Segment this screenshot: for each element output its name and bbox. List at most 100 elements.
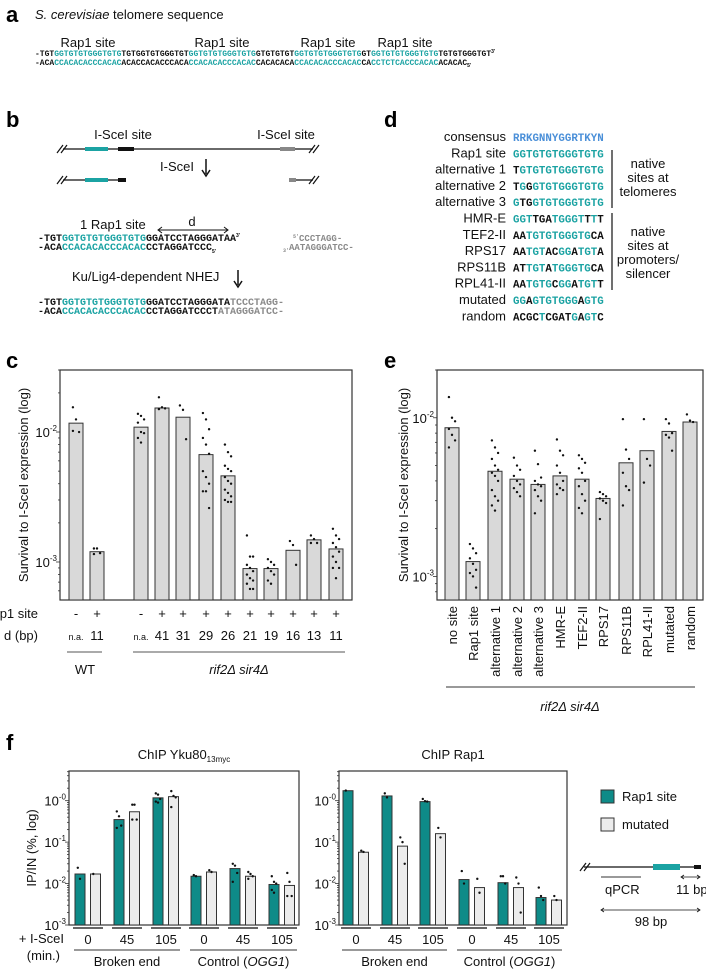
distance-98bp-label: 98 bp bbox=[635, 914, 668, 929]
distance-value: 29 bbox=[199, 628, 213, 643]
data-point bbox=[269, 582, 273, 585]
tick-exponent: -2 bbox=[427, 410, 435, 419]
sequence-segment: CACACACA bbox=[256, 59, 295, 68]
data-point bbox=[223, 498, 227, 502]
data-point bbox=[362, 850, 365, 854]
data-point bbox=[501, 875, 505, 878]
bar-mutated bbox=[513, 887, 524, 926]
tick-base: 10 bbox=[44, 877, 58, 892]
sequence-segment: CCACACACCCACAC bbox=[54, 59, 121, 68]
bar-rap1-site bbox=[190, 875, 202, 926]
data-point bbox=[331, 527, 335, 531]
data-point bbox=[360, 849, 363, 852]
data-point bbox=[471, 575, 475, 578]
data-point bbox=[580, 471, 584, 474]
bar bbox=[574, 478, 590, 601]
data-point bbox=[496, 479, 500, 483]
sequence-segment: T bbox=[539, 312, 546, 324]
data-point bbox=[133, 803, 136, 806]
sequence-segment: TCCCTAGG- bbox=[230, 298, 284, 309]
group-label-mutant: rif2Δ sir4Δ bbox=[209, 662, 269, 677]
sequence-segment: TGT bbox=[526, 247, 546, 259]
data-point bbox=[447, 427, 451, 431]
bar bbox=[328, 548, 344, 601]
data-point bbox=[512, 474, 516, 478]
site-sequence: ACGCTCGATGAGTC bbox=[513, 312, 604, 324]
bar bbox=[509, 478, 525, 601]
rap1-site-value: + bbox=[202, 606, 210, 621]
site-name: alternative 2 bbox=[435, 178, 506, 193]
data-point bbox=[312, 537, 316, 541]
bar-mutated bbox=[245, 875, 256, 926]
data-point bbox=[539, 499, 543, 502]
bar bbox=[175, 416, 191, 601]
timepoint-label: 0 bbox=[468, 932, 475, 947]
data-point bbox=[493, 446, 497, 449]
group-label-promoters: native sites at promoters/ silencer bbox=[617, 224, 680, 281]
group-label-control: Control (OGG1) bbox=[464, 954, 556, 969]
data-point bbox=[294, 563, 298, 567]
data-point bbox=[223, 464, 227, 467]
site-name: mutated bbox=[459, 292, 506, 307]
bar-mutated bbox=[397, 845, 408, 926]
panel-a-title: S. cerevisiae telomere sequence bbox=[35, 7, 224, 22]
rap1-site-value: + bbox=[224, 606, 232, 621]
sequence-segment: GT bbox=[361, 50, 371, 59]
data-point bbox=[208, 869, 211, 872]
rap1-site-value: + bbox=[267, 606, 275, 621]
data-point bbox=[604, 501, 608, 505]
y-tick-label: 10-1 bbox=[44, 834, 66, 850]
legend-swatch-mutated bbox=[600, 817, 615, 832]
row-label-d: d (bp) bbox=[4, 628, 38, 643]
bar-rap1-site bbox=[229, 868, 241, 926]
data-point bbox=[223, 443, 227, 446]
data-point bbox=[468, 542, 472, 546]
data-point bbox=[421, 797, 424, 801]
data-point bbox=[331, 566, 335, 570]
data-point bbox=[577, 454, 581, 457]
rap1-site-label: Rap1 site bbox=[301, 35, 356, 50]
data-point bbox=[642, 417, 646, 421]
timepoint-label: 105 bbox=[271, 932, 293, 947]
panel-letter-b: b bbox=[6, 107, 19, 132]
site-sequence: GGTTGATGGGTTTT bbox=[513, 215, 604, 227]
tick-exponent: -3 bbox=[329, 917, 337, 926]
tick-exponent: -0 bbox=[329, 793, 337, 802]
data-point bbox=[536, 495, 540, 498]
sequence-segment: CCTAGGATCCC bbox=[146, 243, 212, 254]
bar-rap1-site bbox=[268, 883, 280, 926]
sequence-segment: T bbox=[513, 166, 520, 178]
data-point bbox=[518, 483, 522, 486]
y-tick-label: 10-0 bbox=[314, 793, 336, 809]
data-point bbox=[269, 560, 273, 564]
isce1-site-label-left: I-SceI site bbox=[94, 127, 152, 142]
sequence-segment: GGTGTGTGGGTGTG bbox=[513, 149, 604, 161]
site-name: RPL41-II bbox=[455, 276, 506, 291]
group-text: native bbox=[631, 156, 666, 171]
data-point bbox=[181, 408, 185, 412]
group-text: telomeres bbox=[619, 184, 677, 199]
y-axis-label: Survival to I-SceI expression (log) bbox=[396, 388, 411, 582]
data-point bbox=[490, 471, 494, 474]
data-point bbox=[555, 492, 559, 496]
data-point bbox=[131, 803, 134, 806]
tick-base: 10 bbox=[412, 411, 426, 426]
data-point bbox=[493, 509, 497, 512]
bar-rap1-site bbox=[535, 897, 547, 926]
legend-label-mutated: mutated bbox=[622, 817, 669, 832]
distance-value: 11 bbox=[90, 628, 104, 643]
sequence-segment: AA bbox=[513, 280, 526, 292]
sequence-segment: CA bbox=[591, 231, 604, 243]
data-point bbox=[251, 587, 255, 591]
sequence-segment: -TGT bbox=[38, 234, 62, 245]
data-point bbox=[385, 796, 389, 799]
data-point bbox=[496, 451, 500, 455]
data-point bbox=[71, 406, 75, 409]
data-point bbox=[533, 512, 537, 515]
data-point bbox=[580, 457, 584, 461]
data-point bbox=[624, 448, 628, 451]
data-point bbox=[223, 488, 227, 491]
bar bbox=[444, 427, 460, 601]
site-sequence: GGAGTGTGGGAGTG bbox=[513, 296, 604, 308]
data-point bbox=[493, 495, 497, 498]
